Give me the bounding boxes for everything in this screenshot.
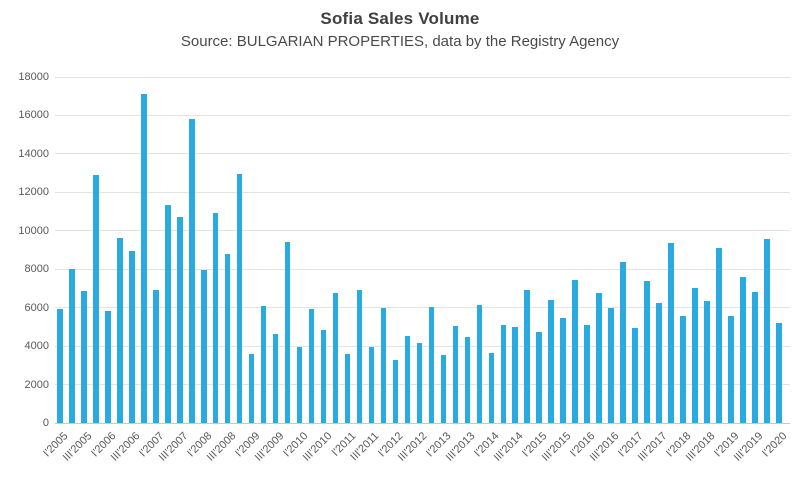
- y-tick-label: 4000: [24, 340, 49, 353]
- bar: [608, 307, 614, 423]
- bar: [620, 262, 626, 423]
- y-tick-label: 16000: [18, 109, 49, 122]
- bar: [344, 353, 351, 423]
- x-axis-line: [55, 422, 790, 424]
- bar: [189, 119, 195, 423]
- bar: [224, 254, 231, 423]
- bar: [716, 248, 722, 423]
- bar: [93, 175, 99, 423]
- bar: [81, 290, 87, 423]
- bar: [656, 303, 662, 423]
- bar: [165, 204, 171, 423]
- bar: [644, 281, 650, 423]
- bar: [356, 290, 363, 423]
- bar: [69, 269, 75, 423]
- bar: [560, 317, 566, 423]
- bar: [332, 292, 339, 423]
- bar: [440, 354, 447, 423]
- y-tick-label: 14000: [18, 147, 49, 160]
- gridline: [55, 268, 790, 270]
- bar: [512, 326, 518, 423]
- bar: [500, 324, 506, 423]
- bar: [380, 308, 387, 423]
- gridline: [55, 114, 790, 116]
- bar: [740, 276, 746, 423]
- bar: [141, 94, 147, 423]
- bar: [476, 304, 483, 423]
- bar: [464, 336, 471, 423]
- bar: [680, 316, 686, 423]
- y-tick-label: 18000: [18, 71, 49, 83]
- bar: [260, 306, 267, 423]
- bar: [764, 239, 770, 423]
- bar: [201, 269, 207, 423]
- bar: [572, 279, 578, 423]
- bar: [752, 291, 758, 423]
- bar: [129, 250, 135, 423]
- bar: [776, 322, 782, 423]
- y-tick-label: 8000: [24, 263, 49, 276]
- bar: [236, 173, 243, 423]
- y-tick-label: 12000: [18, 186, 49, 199]
- chart-title: Sofia Sales Volume: [320, 9, 480, 28]
- bar: [704, 301, 710, 423]
- gridline: [55, 345, 790, 347]
- bar: [452, 325, 459, 423]
- y-tick-label: 2000: [24, 378, 49, 391]
- bar: [428, 307, 435, 423]
- y-tick-label: 6000: [24, 301, 49, 314]
- bar: [596, 293, 602, 423]
- bar: [308, 308, 315, 423]
- gridline: [55, 384, 790, 386]
- bar: [105, 310, 111, 423]
- bar: [212, 213, 219, 423]
- bar: [177, 217, 183, 423]
- bar: [153, 289, 159, 423]
- bar: [668, 242, 674, 423]
- chart-subtitle: Source: BULGARIAN PROPERTIES, data by th…: [180, 33, 620, 50]
- gridline: [55, 307, 790, 309]
- bar: [536, 332, 542, 423]
- bar: [57, 308, 63, 423]
- gridline: [55, 76, 790, 78]
- bar: [117, 238, 123, 423]
- bar: [728, 315, 734, 423]
- bar: [692, 287, 698, 423]
- gridline: [55, 230, 790, 232]
- y-tick-label: 10000: [18, 224, 49, 237]
- bar: [296, 347, 303, 423]
- bar: [272, 333, 279, 423]
- gridline: [55, 153, 790, 155]
- y-tick-label: 0: [42, 417, 49, 429]
- bar: [248, 354, 255, 423]
- bar: [548, 300, 554, 423]
- bar: [632, 327, 638, 423]
- bar: [368, 347, 375, 423]
- bar: [404, 335, 411, 423]
- gridline: [55, 191, 790, 193]
- bar: [392, 359, 399, 423]
- bar: [320, 330, 327, 423]
- bar: [284, 242, 291, 423]
- bar: [416, 342, 423, 423]
- bar: [584, 324, 590, 423]
- bar: [524, 290, 530, 423]
- bar: [488, 353, 495, 423]
